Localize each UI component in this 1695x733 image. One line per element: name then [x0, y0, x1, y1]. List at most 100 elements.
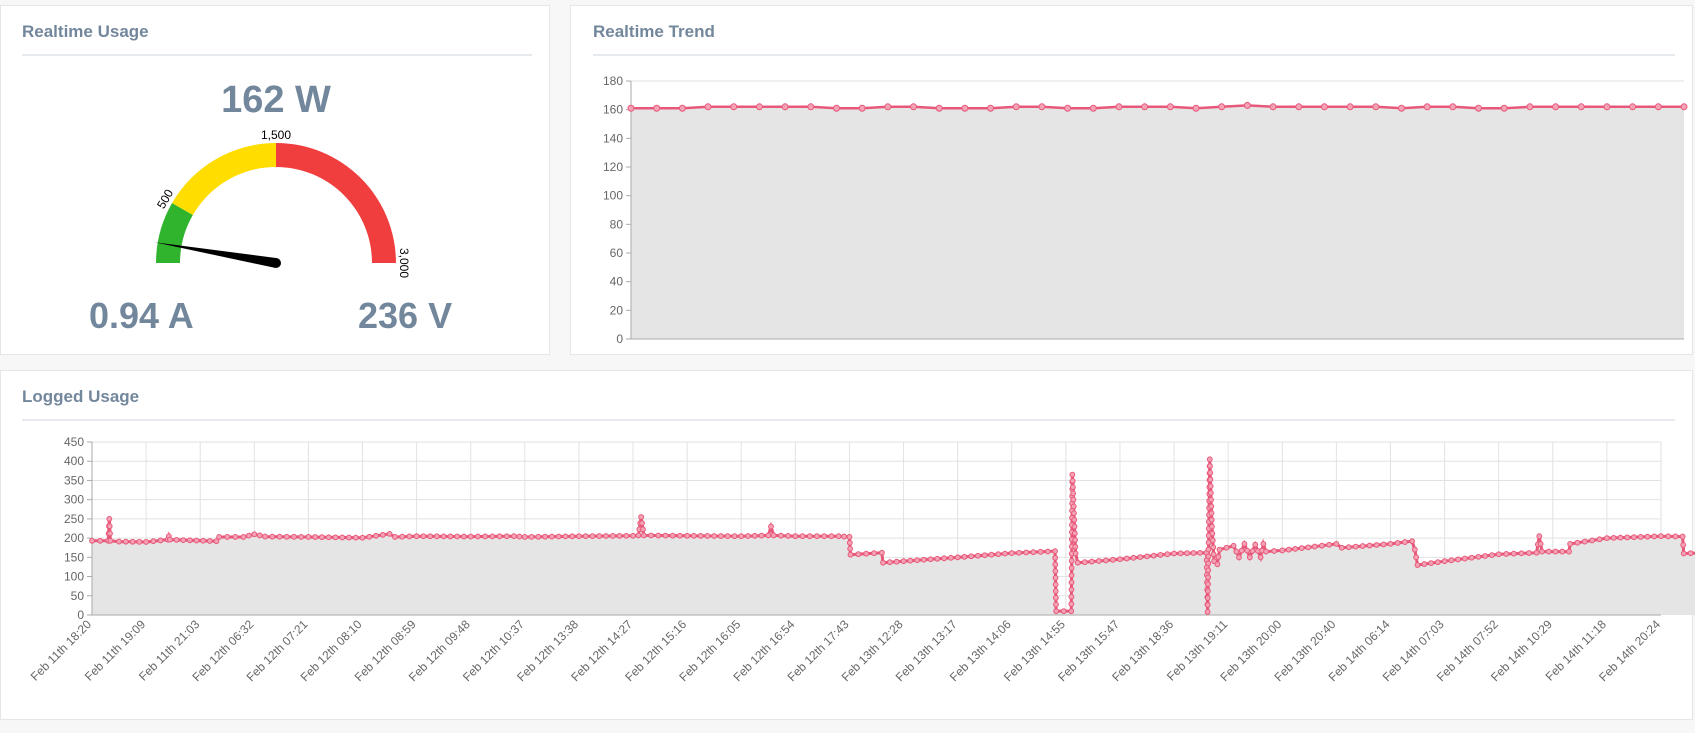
data-point [1052, 561, 1059, 568]
data-point [269, 533, 276, 540]
data-point [1320, 103, 1328, 111]
data-point [975, 552, 981, 559]
data-point [669, 532, 676, 539]
data-point [1510, 550, 1517, 557]
data-point [1150, 552, 1157, 559]
data-point [129, 538, 136, 545]
data-point [745, 533, 751, 539]
data-point [447, 533, 454, 540]
data-point [1052, 568, 1059, 575]
data-point [1243, 101, 1251, 109]
data-point [1352, 543, 1359, 550]
data-point [1204, 609, 1211, 615]
data-point [1387, 540, 1394, 547]
data-point [562, 533, 569, 540]
data-point [1421, 561, 1428, 567]
data-point [1489, 552, 1495, 559]
data-point [697, 533, 704, 539]
data-point [548, 533, 555, 540]
data-point [467, 533, 474, 540]
gauge-label: 3,000 [397, 248, 411, 278]
data-point [1631, 534, 1637, 541]
data-point [276, 533, 283, 540]
data-point [1204, 595, 1211, 601]
data-point [1117, 556, 1123, 563]
data-point [1068, 586, 1075, 593]
data-point [1207, 463, 1213, 469]
data-point [1068, 579, 1075, 586]
data-point [1526, 550, 1532, 556]
data-point [1539, 548, 1545, 555]
data-point [1503, 551, 1510, 557]
gauge-band-1 [172, 143, 276, 215]
area-fill [92, 459, 1695, 615]
realtime-usage-panel: Realtime Usage 162 W 500 1,500 3,000 0.94 … [0, 5, 550, 355]
data-point [1204, 602, 1211, 608]
data-point [406, 533, 413, 540]
data-point [1230, 542, 1237, 549]
data-point [1651, 533, 1658, 540]
data-point [143, 539, 150, 545]
data-point [846, 539, 853, 546]
data-point [150, 538, 157, 545]
data-point [846, 534, 853, 540]
data-point [339, 534, 346, 541]
data-point [1241, 540, 1248, 547]
data-point [1285, 546, 1292, 553]
data-point [366, 533, 373, 540]
data-point [792, 533, 799, 540]
data-point [1644, 533, 1651, 540]
data-point [1687, 550, 1694, 557]
data-point [352, 534, 359, 541]
data-point [1192, 104, 1200, 112]
data-point [503, 533, 510, 540]
data-point [213, 538, 220, 545]
data-point [1441, 558, 1448, 565]
data-point [738, 533, 745, 540]
data-point [755, 103, 763, 111]
data-point [1482, 553, 1489, 559]
data-point [555, 533, 562, 540]
series-line [631, 104, 1684, 110]
data-point [1346, 103, 1354, 111]
data-point [399, 533, 406, 540]
y-tick-label: 200 [64, 531, 84, 545]
y-tick-label: 140 [603, 131, 623, 145]
data-point [1372, 103, 1380, 111]
data-point [954, 554, 961, 561]
data-point [475, 533, 481, 540]
data-point [1394, 540, 1401, 546]
power-reading: 162 W [221, 79, 331, 121]
data-point [1209, 530, 1216, 537]
data-point [1236, 554, 1242, 561]
data-point [1205, 588, 1211, 595]
data-point [768, 523, 774, 530]
data-point [677, 532, 683, 539]
data-point [638, 514, 645, 520]
data-point [1068, 601, 1075, 607]
data-point [1052, 588, 1059, 595]
y-tick-label: 60 [610, 246, 624, 260]
data-point [1207, 476, 1214, 483]
data-point [256, 532, 263, 539]
data-point [640, 526, 646, 533]
data-point [1680, 550, 1687, 557]
data-point [186, 537, 193, 544]
y-tick-label: 80 [610, 217, 624, 231]
data-point [1252, 541, 1259, 548]
data-point [312, 534, 319, 540]
y-tick-label: 40 [610, 275, 624, 289]
data-point [1533, 549, 1540, 556]
data-point [1658, 533, 1664, 540]
data-point [1069, 471, 1076, 478]
data-point [778, 532, 784, 539]
data-point [1197, 549, 1203, 556]
data-point [1269, 103, 1277, 111]
data-point [1052, 574, 1059, 581]
data-point [914, 557, 920, 564]
data-point [1333, 540, 1340, 547]
panel-title: Logged Usage [22, 387, 140, 406]
data-point [1567, 540, 1574, 547]
data-point [678, 104, 686, 112]
